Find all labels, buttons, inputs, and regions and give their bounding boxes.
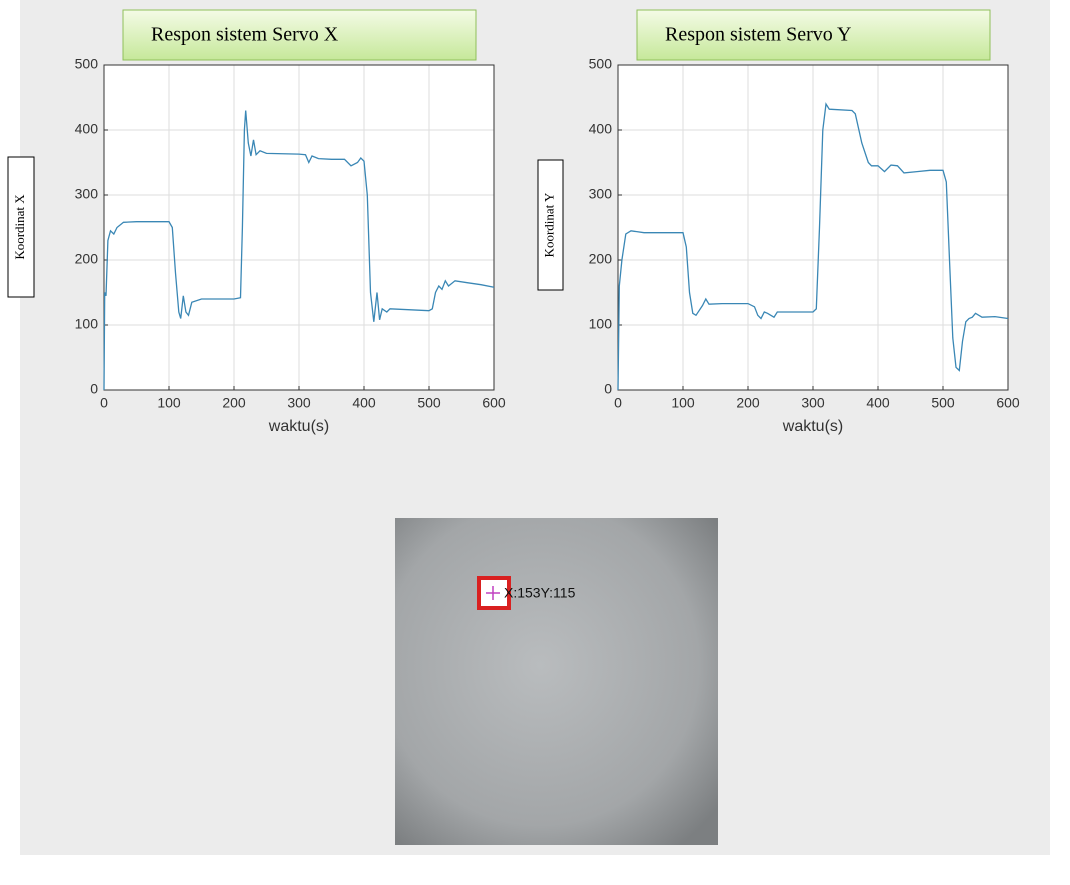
y-tick-label: 0	[90, 381, 98, 397]
x-tick-label: 600	[482, 395, 506, 411]
y-tick-label: 500	[589, 56, 613, 72]
y-tick-label: 200	[75, 251, 99, 267]
y-tick-label: 200	[589, 251, 613, 267]
y-tick-label: 400	[75, 121, 99, 137]
y-axis-label: Koordinat X	[12, 194, 27, 260]
x-tick-label: 400	[866, 395, 890, 411]
y-tick-label: 300	[589, 186, 613, 202]
y-tick-label: 500	[75, 56, 99, 72]
screen: X:153Y:115 0 100 200 300 400 500 600 0 100 200 300…	[0, 0, 1070, 885]
x-tick-label: 300	[801, 395, 825, 411]
x-tick-label: 100	[671, 395, 695, 411]
chart-title: Respon sistem Servo X	[151, 24, 339, 46]
x-tick-label: 500	[417, 395, 441, 411]
y-tick-label: 100	[589, 316, 613, 332]
y-tick-label: 300	[75, 186, 99, 202]
x-axis-label: waktu(s)	[268, 418, 329, 435]
x-tick-label: 600	[996, 395, 1020, 411]
chart-title: Respon sistem Servo Y	[665, 24, 851, 46]
x-tick-label: 0	[614, 395, 622, 411]
x-tick-label: 0	[100, 395, 108, 411]
camera-view: X:153Y:115	[395, 518, 718, 845]
x-tick-label: 100	[157, 395, 181, 411]
x-tick-label: 500	[931, 395, 955, 411]
x-tick-label: 300	[287, 395, 311, 411]
x-tick-label: 400	[352, 395, 376, 411]
y-tick-label: 0	[604, 381, 612, 397]
camera-image	[395, 518, 718, 845]
x-axis-label: waktu(s)	[782, 418, 843, 435]
position-label: X:153Y:115	[504, 585, 576, 601]
x-tick-label: 200	[736, 395, 760, 411]
y-tick-label: 400	[589, 121, 613, 137]
x-tick-label: 200	[222, 395, 246, 411]
y-tick-label: 100	[75, 316, 99, 332]
y-axis-label: Koordinat Y	[541, 192, 556, 257]
